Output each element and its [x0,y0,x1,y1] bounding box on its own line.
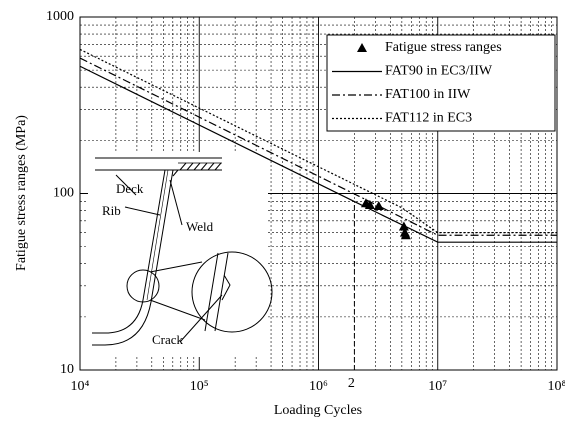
inset-label: Weld [186,219,214,234]
x-tick-label: 10⁷ [428,379,447,394]
inset-background [88,152,268,357]
inset-label: Deck [116,181,144,196]
legend-label: FAT112 in EC3 [385,111,472,126]
inset-diagram: Deck Rib Weld Crack [88,152,272,357]
annotation-label: 2 [348,376,355,391]
inset-label: Crack [152,332,184,347]
legend-label: FAT100 in IIW [385,87,471,102]
inset-label: Rib [102,203,121,218]
legend-label: FAT90 in EC3/IIW [385,64,493,79]
x-tick-label: 10⁸ [548,379,565,394]
y-tick-label: 10 [60,362,74,377]
page: Deck Rib Weld Crack Fatigue stress range… [0,0,565,423]
x-tick-label: 10⁴ [71,379,90,394]
x-tick-label: 10⁶ [309,379,328,394]
legend: Fatigue stress ranges FAT90 in EC3/IIW FAT… [327,35,555,131]
y-axis-title: Fatigue stress ranges (MPa) [14,115,29,271]
y-tick-label: 1000 [46,9,74,24]
x-axis-title: Loading Cycles [274,403,362,418]
x-tick-label: 10⁵ [190,379,209,394]
chart: Deck Rib Weld Crack Fatigue stress range… [0,0,565,423]
legend-label: Fatigue stress ranges [385,40,502,55]
y-tick-label: 100 [53,186,74,201]
